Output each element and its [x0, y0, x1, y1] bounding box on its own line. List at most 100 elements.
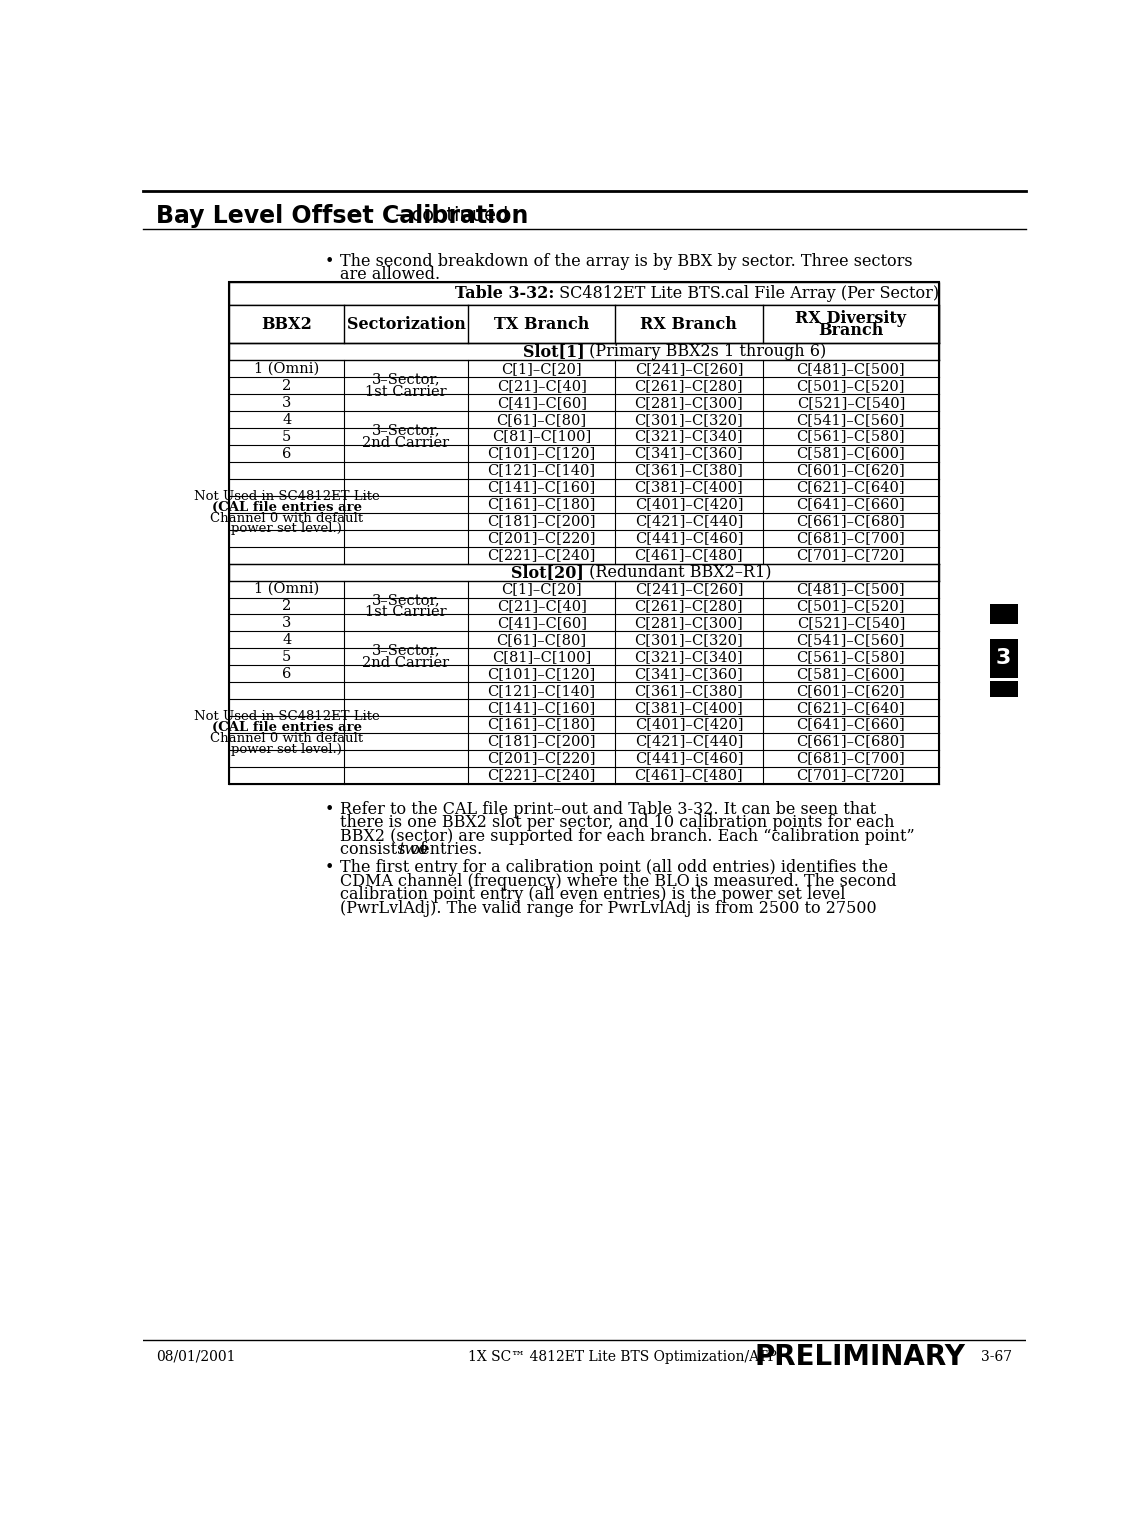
Text: C[41]–C[60]: C[41]–C[60] [497, 616, 587, 630]
Text: 4: 4 [282, 633, 292, 647]
Text: C[301]–C[320]: C[301]–C[320] [635, 413, 743, 427]
Text: C[501]–C[520]: C[501]–C[520] [797, 599, 905, 613]
Text: C[421]–C[440]: C[421]–C[440] [635, 735, 743, 748]
Text: C[521]–C[540]: C[521]–C[540] [797, 616, 905, 630]
Text: Slot[20]: Slot[20] [512, 564, 584, 581]
Text: C[221]–C[240]: C[221]–C[240] [488, 548, 596, 562]
Text: 2: 2 [282, 379, 292, 393]
Bar [990, 639, 1018, 678]
Text: BBX2 (sector) are supported for each branch. Each “calibration point”: BBX2 (sector) are supported for each bra… [340, 827, 914, 845]
Text: C[701]–C[720]: C[701]–C[720] [797, 548, 905, 562]
Text: 2nd Carrier: 2nd Carrier [363, 656, 449, 670]
Text: C[1]–C[20]: C[1]–C[20] [502, 582, 581, 596]
Text: 1X SC™ 4812ET Lite BTS Optimization/ATP: 1X SC™ 4812ET Lite BTS Optimization/ATP [469, 1349, 776, 1364]
Text: C[601]–C[620]: C[601]–C[620] [797, 684, 905, 698]
Text: Not Used in SC4812ET Lite: Not Used in SC4812ET Lite [194, 490, 380, 504]
Text: C[281]–C[300]: C[281]–C[300] [635, 616, 743, 630]
Text: C[241]–C[260]: C[241]–C[260] [635, 582, 743, 596]
Text: C[681]–C[700]: C[681]–C[700] [797, 752, 905, 765]
Text: C[221]–C[240]: C[221]–C[240] [488, 768, 596, 782]
Text: Channel 0 with default: Channel 0 with default [210, 732, 364, 745]
Text: C[641]–C[660]: C[641]–C[660] [797, 497, 905, 511]
Text: C[361]–C[380]: C[361]–C[380] [635, 684, 743, 698]
Text: •: • [325, 253, 334, 270]
Text: 5: 5 [282, 430, 292, 444]
Text: C[621]–C[640]: C[621]–C[640] [797, 480, 905, 494]
Text: C[581]–C[600]: C[581]–C[600] [797, 667, 905, 681]
Text: 3–Sector,: 3–Sector, [372, 424, 440, 437]
Text: C[201]–C[220]: C[201]–C[220] [488, 752, 596, 765]
Text: C[201]–C[220]: C[201]–C[220] [488, 531, 596, 545]
Text: two: two [398, 841, 428, 858]
Text: PRELIMINARY: PRELIMINARY [755, 1343, 966, 1371]
Text: C[701]–C[720]: C[701]–C[720] [797, 768, 905, 782]
Text: 4: 4 [282, 413, 292, 427]
Text: C[1]–C[20]: C[1]–C[20] [502, 362, 581, 376]
Text: C[561]–C[580]: C[561]–C[580] [797, 430, 905, 444]
Text: C[61]–C[80]: C[61]–C[80] [497, 413, 587, 427]
Text: 08/01/2001: 08/01/2001 [156, 1349, 236, 1364]
Text: (Redundant BBX2–R1): (Redundant BBX2–R1) [584, 564, 772, 581]
Text: C[401]–C[420]: C[401]–C[420] [635, 497, 743, 511]
Text: C[561]–C[580]: C[561]–C[580] [797, 650, 905, 664]
Text: C[441]–C[460]: C[441]–C[460] [635, 752, 743, 765]
Text: 3–Sector,: 3–Sector, [372, 644, 440, 658]
Text: – continued: – continued [389, 206, 508, 225]
Text: 3-67: 3-67 [980, 1349, 1012, 1364]
Text: C[681]–C[700]: C[681]–C[700] [797, 531, 905, 545]
Text: C[101]–C[120]: C[101]–C[120] [488, 667, 596, 681]
Text: 2nd Carrier: 2nd Carrier [363, 436, 449, 450]
Text: RX Branch: RX Branch [641, 316, 738, 333]
Text: BBX2: BBX2 [261, 316, 312, 333]
Bar [990, 604, 1018, 624]
Text: C[501]–C[520]: C[501]–C[520] [797, 379, 905, 393]
Text: 3: 3 [996, 648, 1011, 668]
Text: C[461]–C[480]: C[461]–C[480] [635, 548, 743, 562]
Text: C[341]–C[360]: C[341]–C[360] [635, 447, 743, 460]
Text: Table 3-32:: Table 3-32: [455, 285, 554, 302]
Text: C[341]–C[360]: C[341]–C[360] [635, 667, 743, 681]
Text: C[641]–C[660]: C[641]–C[660] [797, 718, 905, 731]
Text: C[181]–C[200]: C[181]–C[200] [488, 735, 596, 748]
Bar [229, 305, 939, 343]
Text: are allowed.: are allowed. [340, 265, 440, 283]
Text: C[661]–C[680]: C[661]–C[680] [797, 514, 905, 528]
Text: Bay Level Offset Calibration: Bay Level Offset Calibration [156, 203, 529, 228]
Text: 1 (Omni): 1 (Omni) [254, 582, 319, 596]
Text: C[261]–C[280]: C[261]–C[280] [635, 379, 743, 393]
Text: 6: 6 [282, 447, 292, 460]
Text: C[101]–C[120]: C[101]–C[120] [488, 447, 596, 460]
Text: C[481]–C[500]: C[481]–C[500] [797, 582, 905, 596]
Text: 3: 3 [282, 616, 292, 630]
Text: C[381]–C[400]: C[381]–C[400] [635, 480, 743, 494]
Text: SC4812ET Lite BTS.cal File Array (Per Sector): SC4812ET Lite BTS.cal File Array (Per Se… [554, 285, 939, 302]
Text: 3–Sector,: 3–Sector, [372, 593, 440, 607]
Text: Channel 0 with default: Channel 0 with default [210, 511, 364, 525]
Text: (CAL file entries are: (CAL file entries are [212, 500, 361, 514]
Text: entries.: entries. [415, 841, 482, 858]
Text: C[21]–C[40]: C[21]–C[40] [497, 599, 587, 613]
Bar [990, 681, 1018, 696]
Text: Refer to the CAL file print–out and Table 3-32. It can be seen that: Refer to the CAL file print–out and Tabl… [340, 801, 877, 818]
Text: C[261]–C[280]: C[261]–C[280] [635, 599, 743, 613]
Text: C[321]–C[340]: C[321]–C[340] [635, 650, 743, 664]
Text: 1st Carrier: 1st Carrier [365, 385, 447, 399]
Text: 1 (Omni): 1 (Omni) [254, 362, 319, 376]
Bar [229, 282, 939, 305]
Text: 5: 5 [282, 650, 292, 664]
Text: C[281]–C[300]: C[281]–C[300] [635, 396, 743, 410]
Text: 3–Sector,: 3–Sector, [372, 373, 440, 387]
Text: Branch: Branch [819, 322, 884, 339]
Text: C[461]–C[480]: C[461]–C[480] [635, 768, 743, 782]
Text: power set level.): power set level.) [231, 742, 342, 756]
Text: C[401]–C[420]: C[401]–C[420] [635, 718, 743, 731]
Text: C[321]–C[340]: C[321]–C[340] [635, 430, 743, 444]
Text: C[441]–C[460]: C[441]–C[460] [635, 531, 743, 545]
Text: C[361]–C[380]: C[361]–C[380] [635, 464, 743, 477]
Text: C[481]–C[500]: C[481]–C[500] [797, 362, 905, 376]
Text: C[121]–C[140]: C[121]–C[140] [488, 684, 596, 698]
Text: C[621]–C[640]: C[621]–C[640] [797, 701, 905, 715]
Text: C[21]–C[40]: C[21]–C[40] [497, 379, 587, 393]
Text: C[141]–C[160]: C[141]–C[160] [488, 701, 596, 715]
Text: (Primary BBX2s 1 through 6): (Primary BBX2s 1 through 6) [584, 343, 826, 360]
